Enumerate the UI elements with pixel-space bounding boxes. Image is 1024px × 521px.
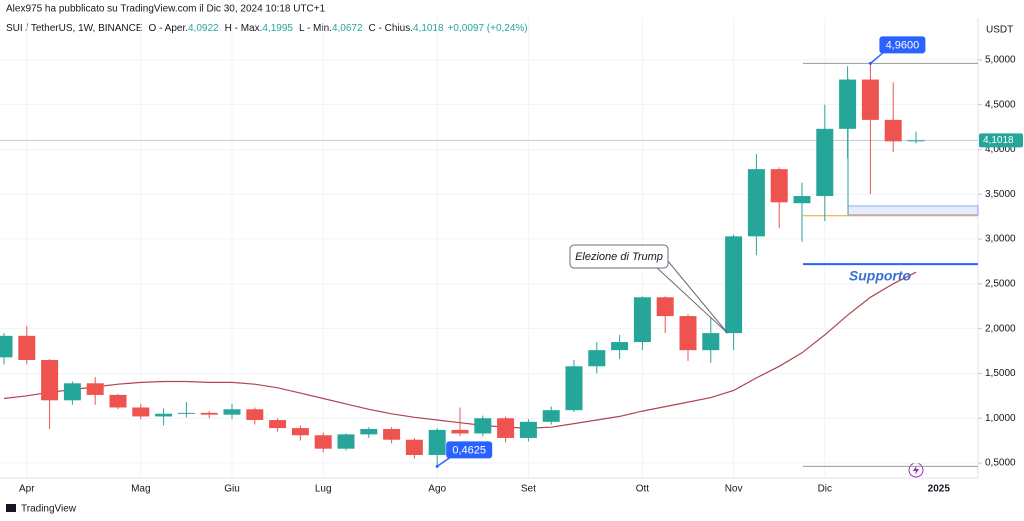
candle-body bbox=[109, 394, 127, 408]
x-tick-label: Giu bbox=[224, 484, 240, 495]
candle-body bbox=[679, 316, 697, 351]
candle-body bbox=[588, 350, 606, 367]
x-tick-label: Ott bbox=[636, 484, 650, 495]
price-tag bbox=[979, 133, 1023, 148]
candle-body bbox=[907, 140, 925, 142]
y-tick-label: 3,0000 bbox=[985, 234, 1016, 245]
y-tick-label: 4,5000 bbox=[985, 99, 1016, 110]
candle-body bbox=[747, 169, 765, 237]
y-tick-label: 2,0000 bbox=[985, 323, 1016, 334]
alert-bolt bbox=[913, 465, 919, 475]
candle-body bbox=[725, 236, 743, 334]
candle-body bbox=[223, 409, 241, 415]
candle-body bbox=[200, 412, 218, 415]
x-tick-label: Dic bbox=[818, 484, 832, 495]
candle-body bbox=[291, 428, 309, 436]
annotation-pointer bbox=[869, 51, 884, 64]
legend-label: C - Chius. bbox=[369, 23, 413, 34]
x-tick-label: Lug bbox=[315, 484, 332, 495]
candle-body bbox=[633, 297, 651, 343]
candle-body bbox=[405, 439, 423, 455]
annotation-pointer bbox=[436, 456, 451, 468]
y-tick-label: 1,5000 bbox=[985, 368, 1016, 379]
candle-body bbox=[861, 79, 879, 120]
candle-body bbox=[474, 418, 492, 434]
legend-label: O - Aper. bbox=[149, 23, 188, 34]
candle-body bbox=[314, 435, 332, 449]
y-tick-label: 0,5000 bbox=[985, 458, 1016, 469]
candle-body bbox=[86, 383, 104, 395]
candle-body bbox=[611, 342, 629, 351]
alert-icon bbox=[908, 462, 924, 478]
x-tick-label: 2025 bbox=[928, 484, 951, 495]
support-label: Supporto bbox=[849, 268, 912, 284]
candle-body bbox=[337, 434, 355, 449]
candle-body bbox=[132, 407, 150, 417]
y-unit: USDT bbox=[986, 25, 1013, 36]
annotation-box bbox=[879, 36, 926, 54]
y-tick-label: 3,5000 bbox=[985, 189, 1016, 200]
annotation-box bbox=[446, 441, 493, 459]
callout-text: Elezione di Trump bbox=[575, 251, 663, 263]
candle-body bbox=[63, 383, 81, 401]
candle-body bbox=[839, 79, 857, 129]
candle-body bbox=[816, 128, 834, 197]
candle-body bbox=[360, 428, 378, 435]
logo-text: TradingView bbox=[21, 504, 77, 515]
candle-body bbox=[565, 366, 583, 411]
legend-change: +0,0097 (+0,24%) bbox=[448, 23, 528, 34]
logo: TradingView bbox=[6, 504, 77, 515]
candle-body bbox=[770, 169, 788, 203]
legend: SUI / TetherUS, 1W, BINANCE O - Aper.4,09… bbox=[6, 23, 528, 34]
x-tick-label: Mag bbox=[131, 484, 150, 495]
candle-body bbox=[428, 429, 446, 455]
legend-symbol: SUI / TetherUS, 1W, BINANCE bbox=[6, 23, 143, 34]
annotation-label: 0,4625 bbox=[452, 444, 486, 456]
header: Alex975 ha pubblicato su TradingView.com… bbox=[6, 4, 326, 15]
candle-body bbox=[542, 410, 560, 422]
candle-body bbox=[246, 409, 264, 421]
candle-body bbox=[793, 196, 811, 204]
legend-label: H - Max. bbox=[225, 23, 263, 34]
callout-box bbox=[569, 244, 669, 269]
legend-value: 4,0922 bbox=[188, 23, 219, 34]
callout-pointer bbox=[654, 259, 728, 334]
x-tick-label: Set bbox=[521, 484, 536, 495]
price-tag-label: 4,1018 bbox=[983, 135, 1014, 146]
y-tick-label: 2,5000 bbox=[985, 278, 1016, 289]
legend-value: 4,1995 bbox=[262, 23, 293, 34]
candle-body bbox=[0, 335, 13, 358]
y-tick-label: 5,0000 bbox=[985, 54, 1016, 65]
candle-body bbox=[884, 119, 902, 142]
candle-body bbox=[18, 335, 36, 360]
candle-body bbox=[702, 333, 720, 351]
candle-body bbox=[41, 359, 59, 401]
x-tick-label: Ago bbox=[428, 484, 446, 495]
legend-value: 4,1018 bbox=[413, 23, 444, 34]
legend-value: 4,0672 bbox=[332, 23, 363, 34]
logo-icon bbox=[6, 504, 16, 512]
candle-body bbox=[656, 297, 674, 317]
x-tick-label: Nov bbox=[725, 484, 743, 495]
zone bbox=[847, 205, 979, 216]
legend-label: L - Min. bbox=[299, 23, 332, 34]
candle-body bbox=[269, 420, 287, 429]
candle-body bbox=[177, 412, 195, 414]
annotation-label: 4,9600 bbox=[886, 39, 920, 51]
x-tick-label: Apr bbox=[19, 484, 35, 495]
candle-body bbox=[383, 428, 401, 440]
candle-body bbox=[451, 429, 469, 434]
candle-body bbox=[519, 421, 537, 438]
y-tick-label: 4,0000 bbox=[985, 144, 1016, 155]
annotation-dot bbox=[435, 464, 439, 468]
candle-body bbox=[497, 418, 515, 438]
y-tick-label: 1,0000 bbox=[985, 413, 1016, 424]
candle-body bbox=[155, 413, 173, 417]
annotation-dot bbox=[868, 61, 872, 65]
